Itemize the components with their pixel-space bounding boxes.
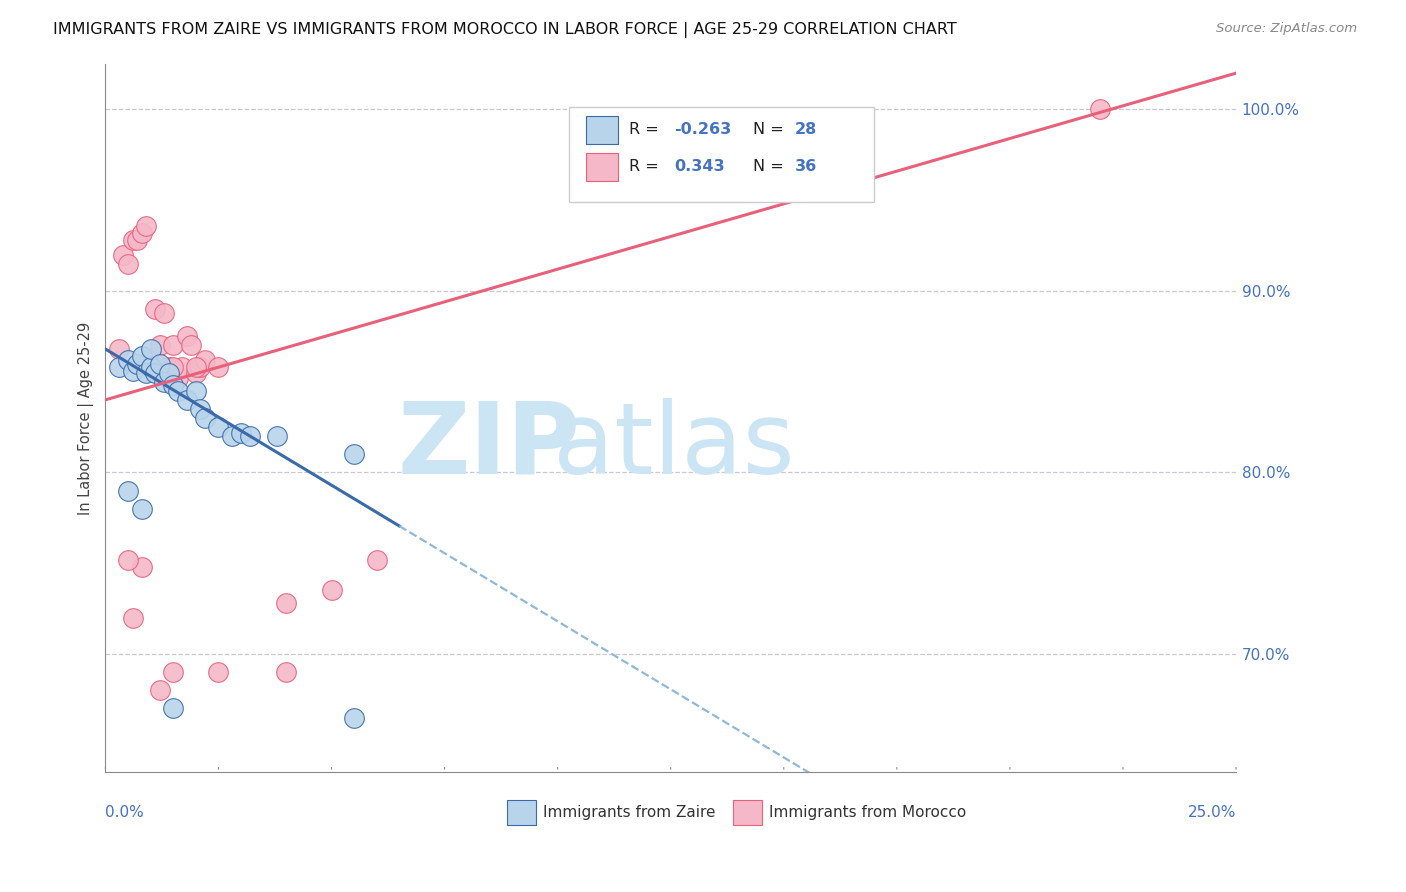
Point (194, 353, 217, 368)
Point (139, 360, 162, 375)
Point (153, 375, 176, 389)
Text: atlas: atlas (554, 398, 794, 495)
Point (162, 338, 184, 352)
Point (1090, 103, 1112, 117)
Point (162, 378, 184, 392)
Bar (586, 116, 617, 144)
Point (166, 384, 188, 398)
Text: 0.0%: 0.0% (105, 805, 145, 820)
Point (153, 306, 176, 320)
Point (131, 559, 153, 574)
Point (276, 596, 298, 610)
Point (112, 247, 135, 261)
Bar (733, 800, 762, 825)
Point (184, 360, 207, 375)
Point (172, 360, 194, 375)
Point (276, 665, 298, 680)
Point (117, 483, 139, 498)
Point (366, 552, 388, 566)
Point (149, 683, 172, 698)
Bar (506, 800, 536, 825)
Point (117, 552, 139, 566)
Text: Immigrants from Morocco: Immigrants from Morocco (769, 805, 966, 820)
Point (221, 429, 243, 443)
Point (108, 342, 131, 356)
Point (125, 357, 148, 371)
Point (131, 226, 153, 240)
Point (343, 447, 366, 461)
Point (121, 364, 143, 378)
Text: R =: R = (628, 122, 664, 137)
Point (139, 360, 162, 375)
Point (180, 338, 202, 352)
Point (143, 302, 166, 317)
Point (139, 360, 162, 375)
Point (125, 233, 148, 247)
Point (121, 610, 143, 624)
Point (162, 360, 184, 375)
Text: R =: R = (628, 159, 664, 174)
Point (184, 384, 207, 398)
Point (139, 342, 162, 356)
Point (207, 420, 229, 434)
Point (117, 353, 139, 368)
Point (149, 360, 172, 375)
Point (117, 257, 139, 271)
Point (176, 392, 198, 407)
Text: 36: 36 (794, 159, 817, 174)
FancyBboxPatch shape (569, 106, 875, 202)
Point (343, 710, 366, 724)
Point (135, 366, 157, 380)
Text: Immigrants from Zaire: Immigrants from Zaire (543, 805, 716, 820)
Point (131, 349, 153, 363)
Y-axis label: In Labor Force | Age 25-29: In Labor Force | Age 25-29 (79, 321, 94, 515)
Point (190, 401, 212, 416)
Point (229, 425, 252, 440)
Point (239, 429, 262, 443)
Point (157, 366, 180, 380)
Point (184, 366, 207, 380)
Text: IMMIGRANTS FROM ZAIRE VS IMMIGRANTS FROM MOROCCO IN LABOR FORCE | AGE 25-29 CORR: IMMIGRANTS FROM ZAIRE VS IMMIGRANTS FROM… (53, 22, 957, 38)
Point (207, 665, 229, 680)
Text: ZIP: ZIP (398, 398, 581, 495)
Text: N =: N = (754, 159, 789, 174)
Point (166, 371, 188, 385)
Text: 25.0%: 25.0% (1188, 805, 1236, 820)
Text: 28: 28 (794, 122, 817, 137)
Point (194, 411, 217, 425)
Point (162, 701, 184, 715)
Text: N =: N = (754, 122, 789, 137)
Point (190, 360, 212, 375)
Point (162, 665, 184, 680)
Text: 0.343: 0.343 (673, 159, 724, 174)
Point (149, 338, 172, 352)
Bar (586, 153, 617, 181)
Point (121, 233, 143, 247)
Text: -0.263: -0.263 (673, 122, 731, 137)
Point (157, 360, 180, 375)
Point (207, 360, 229, 375)
Point (108, 360, 131, 375)
Text: Source: ZipAtlas.com: Source: ZipAtlas.com (1216, 22, 1357, 36)
Point (266, 429, 288, 443)
Point (143, 366, 166, 380)
Point (149, 357, 172, 371)
Point (131, 501, 153, 516)
Point (135, 219, 157, 233)
Point (176, 329, 198, 343)
Point (321, 583, 343, 598)
